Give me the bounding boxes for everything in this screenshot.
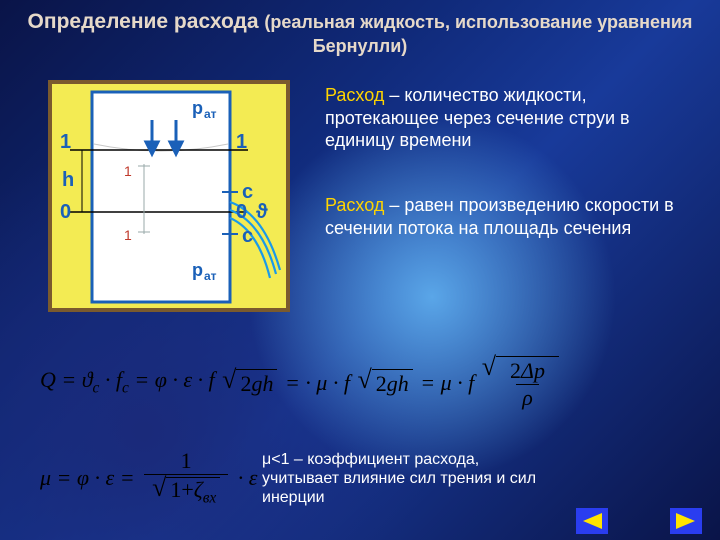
- keyword: Расход: [325, 85, 384, 105]
- prev-slide-button[interactable]: [576, 508, 608, 534]
- svg-text:1: 1: [124, 163, 132, 179]
- svg-text:1: 1: [60, 131, 71, 153]
- next-slide-button[interactable]: [670, 508, 702, 534]
- svg-text:h: h: [62, 169, 74, 191]
- definition-2: Расход – равен произведению скорости в с…: [325, 194, 702, 239]
- svg-text:1: 1: [124, 227, 132, 243]
- definition-1: Расход – количество жидкости, протекающе…: [325, 84, 702, 152]
- svg-text:ϑ: ϑ: [256, 201, 268, 223]
- svg-text:0: 0: [236, 201, 247, 223]
- triangle-left-icon: [580, 512, 604, 530]
- formula-Q: Q = ϑc · fc = φ · ε · f √2gh = · μ · f √…: [40, 356, 561, 409]
- svg-text:c: c: [242, 225, 253, 247]
- keyword: Расход: [325, 195, 384, 215]
- slide-title: Определение расхода (реальная жидкость, …: [0, 10, 720, 58]
- svg-text:1: 1: [236, 131, 247, 153]
- svg-text:ат: ат: [204, 107, 217, 121]
- figure-tank-diagram: pат pат 1 1 0 0 h c c ϑ 1 1: [48, 80, 290, 312]
- svg-text:0: 0: [60, 201, 71, 223]
- svg-text:ат: ат: [204, 269, 217, 283]
- title-sub: (реальная жидкость, использование уравне…: [264, 12, 692, 56]
- mu-coefficient-note: μ<1 – коэффициент расхода, учитывает вли…: [262, 450, 552, 508]
- formula-mu: μ = φ · ε = 1 √1+ζвх · ε: [40, 450, 257, 506]
- svg-text:p: p: [192, 98, 203, 118]
- svg-text:c: c: [242, 181, 253, 203]
- triangle-right-icon: [674, 512, 698, 530]
- title-main: Определение расхода: [28, 10, 259, 33]
- svg-text:p: p: [192, 260, 203, 280]
